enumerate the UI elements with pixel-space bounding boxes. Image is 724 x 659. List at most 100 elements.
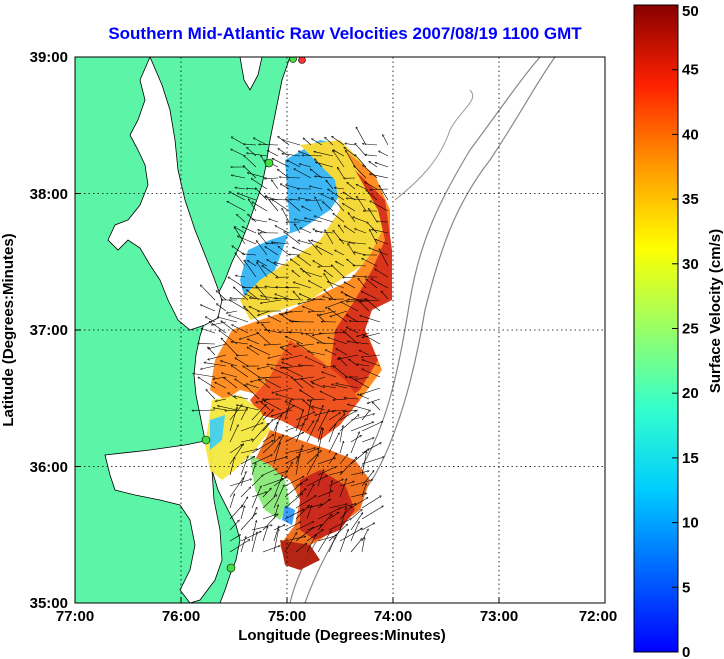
velocity-arrow bbox=[242, 227, 257, 234]
velocity-arrow bbox=[362, 258, 378, 267]
velocity-arrow bbox=[328, 433, 339, 454]
velocity-arrow bbox=[280, 184, 290, 190]
velocity-arrow bbox=[266, 243, 279, 244]
velocity-arrow bbox=[284, 522, 301, 531]
velocity-arrow bbox=[244, 155, 257, 168]
velocity-arrow bbox=[239, 332, 260, 339]
velocity-arrow bbox=[240, 407, 247, 421]
velocity-arrow bbox=[363, 334, 381, 345]
velocity-arrow bbox=[328, 453, 337, 465]
velocity-arrow bbox=[306, 451, 321, 465]
velocity-arrow bbox=[318, 266, 334, 267]
velocity-arrow bbox=[313, 261, 323, 267]
velocity-arrow bbox=[341, 302, 359, 312]
y-tick-label: 39:00 bbox=[30, 49, 68, 66]
radar-station-marker bbox=[298, 57, 306, 64]
velocity-arrow bbox=[362, 332, 381, 337]
velocity-arrow bbox=[240, 456, 255, 465]
velocity-arrow bbox=[228, 393, 238, 400]
velocity-arrow bbox=[370, 201, 389, 212]
velocity-arrow bbox=[331, 384, 348, 389]
velocity-arrow bbox=[294, 169, 312, 179]
velocity-arrow bbox=[334, 188, 345, 190]
velocity-arrow bbox=[229, 457, 235, 476]
velocity-arrow bbox=[257, 332, 271, 345]
velocity-arrow bbox=[379, 249, 389, 267]
velocity-arrow bbox=[257, 261, 268, 267]
velocity-arrow bbox=[243, 366, 260, 378]
velocity-arrow bbox=[339, 504, 356, 509]
velocity-arrow bbox=[369, 229, 378, 245]
velocity-arrow bbox=[348, 404, 370, 411]
velocity-arrow bbox=[317, 410, 329, 432]
velocity-arrow bbox=[248, 214, 257, 223]
velocity-arrow bbox=[370, 189, 389, 190]
velocity-arrow bbox=[229, 520, 239, 531]
velocity-arrow bbox=[222, 373, 238, 378]
colorbar-tick-label: 50 bbox=[682, 3, 699, 20]
colorbar-tick-label: 0 bbox=[682, 644, 690, 659]
velocity-arrow bbox=[221, 338, 238, 356]
velocity-arrow bbox=[201, 365, 216, 369]
velocity-arrow bbox=[200, 305, 216, 312]
velocity-arrow bbox=[240, 487, 251, 498]
velocity-arrow bbox=[229, 425, 238, 443]
velocity-arrow bbox=[258, 377, 282, 378]
velocity-arrow bbox=[365, 182, 378, 190]
velocity-arrow bbox=[282, 354, 304, 360]
velocity-arrow bbox=[262, 437, 280, 454]
velocity-arrow bbox=[306, 476, 327, 487]
velocity-arrow bbox=[244, 144, 257, 145]
velocity-arrow bbox=[359, 350, 370, 356]
velocity-arrow bbox=[350, 497, 368, 509]
velocity-arrow bbox=[198, 377, 216, 389]
velocity-arrow bbox=[375, 163, 389, 168]
velocity-arrow bbox=[356, 196, 367, 212]
velocity-arrow bbox=[284, 432, 304, 443]
velocity-arrow bbox=[349, 242, 367, 245]
x-tick-labels: 77:00 76:00 75:00 74:00 73:00 72:00 bbox=[56, 608, 617, 625]
velocity-arrow bbox=[300, 390, 315, 400]
delaware-bay bbox=[239, 57, 263, 91]
velocity-arrow bbox=[350, 435, 361, 443]
velocity-arrow bbox=[272, 199, 290, 212]
velocity-arrow bbox=[229, 505, 243, 520]
colorbar-label: Surface Velocity (cm/s) bbox=[707, 229, 724, 393]
map-area bbox=[75, 57, 605, 603]
velocity-arrow bbox=[240, 449, 258, 454]
velocity-arrow bbox=[283, 367, 304, 378]
velocity-arrow bbox=[229, 300, 249, 312]
velocity-arrow bbox=[321, 194, 334, 201]
velocity-arrow bbox=[258, 233, 268, 245]
velocity-arrow bbox=[251, 412, 266, 432]
velocity-arrow bbox=[293, 282, 312, 289]
chart-title: Southern Mid-Atlantic Raw Velocities 200… bbox=[108, 24, 582, 43]
velocity-arrow bbox=[277, 169, 290, 179]
velocity-arrow bbox=[344, 282, 356, 289]
velocity-arrow bbox=[295, 410, 303, 432]
velocity-arrow bbox=[361, 457, 384, 465]
velocity-arrow bbox=[267, 259, 279, 267]
velocity-arrow bbox=[284, 476, 304, 487]
velocity-arrow bbox=[229, 535, 240, 542]
velocity-arrow bbox=[369, 248, 389, 256]
velocity-arrow bbox=[286, 199, 301, 212]
y-tick-label: 38:00 bbox=[30, 186, 68, 203]
velocity-arrow bbox=[306, 334, 326, 345]
velocity-arrow bbox=[312, 406, 326, 411]
velocity-arrow bbox=[229, 445, 242, 454]
velocity-arrow bbox=[346, 327, 359, 334]
velocity-arrow bbox=[324, 289, 334, 300]
velocity-arrow bbox=[315, 231, 334, 234]
velocity-arrow bbox=[328, 413, 340, 421]
velocity-arrow bbox=[273, 475, 283, 498]
velocity-arrow bbox=[279, 177, 301, 179]
velocity-arrow bbox=[305, 357, 326, 367]
velocity-arrow bbox=[284, 509, 304, 520]
velocity-arrow bbox=[355, 143, 367, 157]
velocity-arrow bbox=[361, 483, 366, 498]
velocity-arrow bbox=[273, 529, 279, 553]
velocity-arrow bbox=[315, 162, 334, 168]
velocity-arrow bbox=[224, 377, 238, 389]
velocity-arrow bbox=[369, 208, 378, 223]
